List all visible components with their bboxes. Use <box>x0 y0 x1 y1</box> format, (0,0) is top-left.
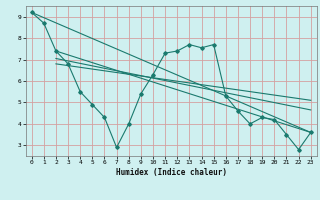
X-axis label: Humidex (Indice chaleur): Humidex (Indice chaleur) <box>116 168 227 177</box>
